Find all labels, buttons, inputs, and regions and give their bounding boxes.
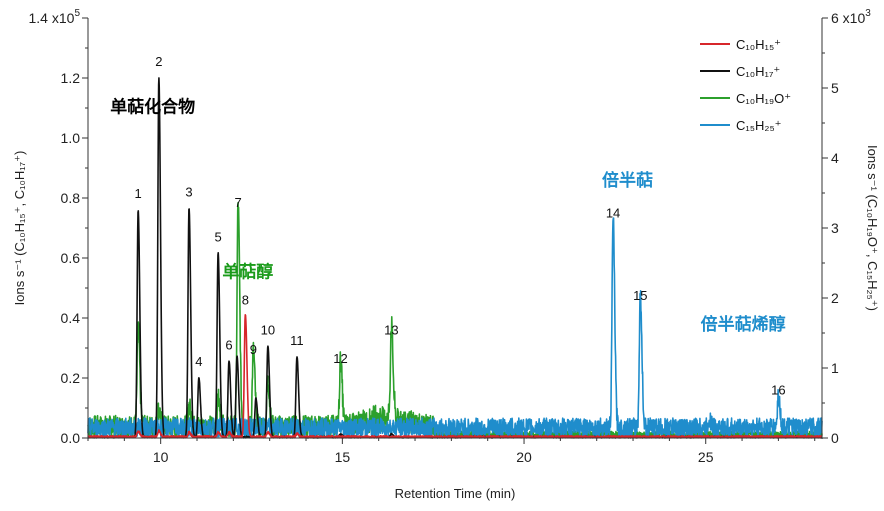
peak-label: 4 — [195, 354, 202, 369]
peak-label: 16 — [771, 383, 785, 398]
legend: C₁₀H₁₅⁺ C₁₀H₁₇⁺ C₁₀H₁₉O⁺ C₁₅H₂₅⁺ — [700, 37, 791, 133]
legend-label: C₁₀H₁₅⁺ — [736, 37, 781, 52]
annotation-label: 单萜醇 — [222, 262, 273, 283]
yleft-exponent: 5 — [74, 8, 80, 19]
yleft-tick-label: 0.6 — [61, 250, 81, 266]
yright-tick-label: 4 — [831, 150, 839, 166]
legend-label: C₁₅H₂₅⁺ — [736, 118, 782, 133]
annotation-label: 倍半萜 — [602, 170, 653, 191]
peak-label: 10 — [261, 323, 275, 338]
annotation-label: 单萜化合物 — [110, 97, 195, 118]
x-axis-title: Retention Time (min) — [395, 486, 516, 501]
peak-label: 2 — [155, 54, 162, 69]
yright-exponent: 3 — [865, 8, 871, 19]
axes-layer: 10 15 20 250.00.20.40.60.81.01.21.4 x105012… — [12, 8, 880, 501]
yright-tick-label: 3 — [831, 220, 839, 236]
peak-label: 9 — [250, 342, 257, 357]
x-tick-label: 10 — [153, 449, 169, 465]
peak-label: 1 — [135, 186, 142, 201]
annotation-label: 倍半萜烯醇 — [701, 314, 786, 335]
legend-label: C₁₀H₁₉O⁺ — [736, 91, 791, 106]
peak-label: 14 — [606, 206, 620, 221]
x-tick-label: 25 — [698, 449, 714, 465]
yright-tick-label: 1 — [831, 360, 839, 376]
peak-label: 7 — [234, 195, 241, 210]
x-tick-label: 20 — [516, 449, 532, 465]
yleft-tick-label: 0.4 — [61, 310, 81, 326]
y-axis-left-title: Ions s⁻¹ (C₁₀H₁₅⁺, C₁₀H₁₇⁺) — [12, 151, 27, 306]
series-line-0 — [87, 314, 823, 439]
peak-label: 15 — [633, 288, 647, 303]
x-tick-label: 15 — [335, 449, 351, 465]
yright-tick-label: 5 — [831, 80, 839, 96]
yleft-tick-label: 0.0 — [61, 430, 81, 446]
series-line-3 — [87, 217, 823, 438]
peak-label: 6 — [225, 338, 232, 353]
peak-label: 8 — [242, 293, 249, 308]
yright-tick-label: 2 — [831, 290, 839, 306]
peak-label: 13 — [384, 323, 398, 338]
yleft-tick-label: 1.2 — [61, 70, 81, 86]
yleft-tick-label: 0.8 — [61, 190, 81, 206]
plot-area — [88, 18, 822, 438]
peak-label: 12 — [333, 351, 347, 366]
yleft-tick-label: 0.2 — [61, 370, 81, 386]
peak-label: 11 — [290, 333, 304, 348]
yleft-tick-label: 1.0 — [61, 130, 81, 146]
peak-label: 3 — [185, 185, 192, 200]
y-axis-right-title: Ions s⁻¹ (C₁₀H₁₉O⁺, C₁₅H₂₅⁺) — [865, 145, 880, 311]
yleft-tick-label: 1.4 x105 — [29, 8, 81, 26]
yright-tick-label: 0 — [831, 430, 839, 446]
peak-label: 5 — [214, 230, 221, 245]
legend-label: C₁₀H₁₇⁺ — [736, 64, 780, 79]
yright-tick-label: 6 x103 — [831, 8, 871, 26]
